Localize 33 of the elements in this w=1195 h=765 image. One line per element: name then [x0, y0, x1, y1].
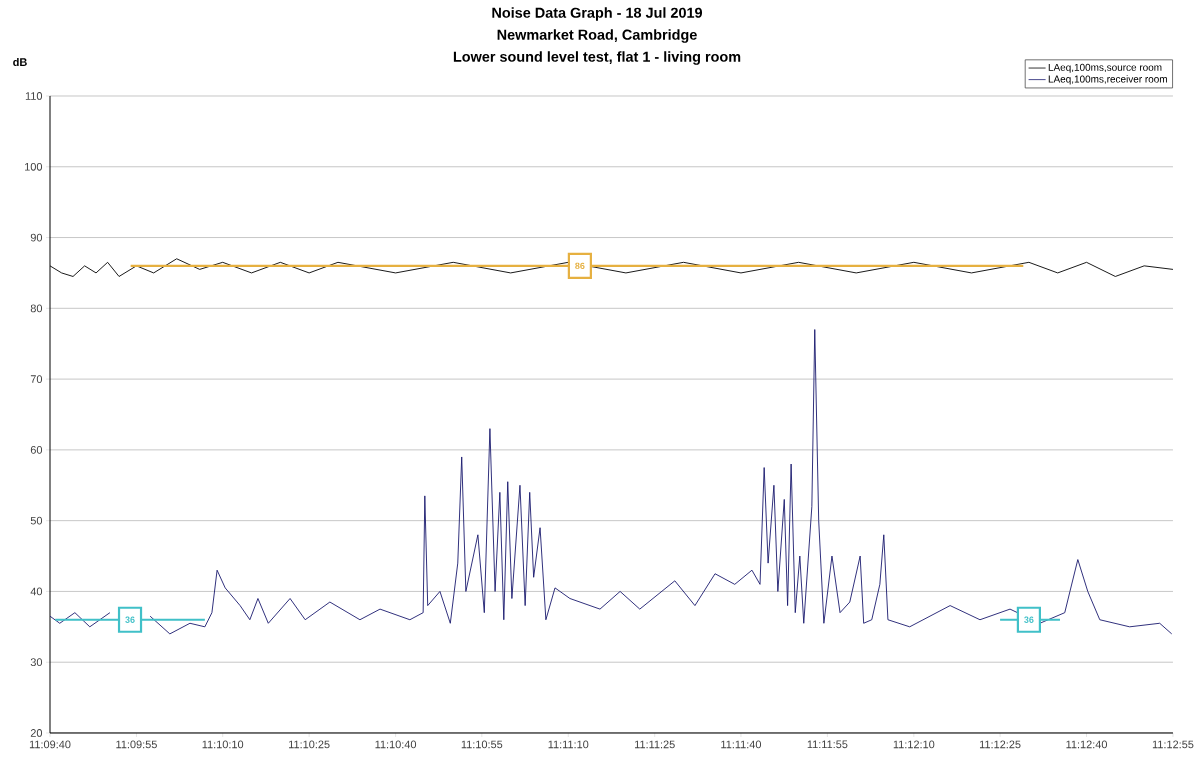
y-tick-label: 20	[30, 729, 43, 737]
y-tick-label: 40	[30, 587, 43, 596]
x-tick-label: 11:10:25	[289, 740, 330, 749]
y-tick-label: 90	[30, 233, 43, 242]
annotation: 86	[575, 262, 585, 270]
y-tick-label: 30	[30, 658, 43, 667]
annotation: 36	[1024, 616, 1034, 623]
x-tick-label: 11:11:55	[807, 740, 848, 749]
x-tick-label: 11:12:25	[979, 740, 1021, 749]
text: Lower sound level test, flat 1 - living room	[453, 51, 741, 65]
y-tick-label: 80	[30, 304, 43, 313]
y-tick-label: 100	[25, 162, 43, 171]
x-tick-label: 11:10:55	[461, 740, 503, 749]
annotation: 36	[125, 616, 135, 623]
x-tick-label: 11:10:10	[202, 740, 244, 749]
x-tick-label: 11:11:40	[721, 740, 762, 749]
y-tick-label: 60	[30, 446, 43, 454]
legend-label: LAeq,100ms,source room	[1048, 63, 1162, 73]
x-tick-label: 11:10:40	[375, 740, 417, 749]
x-tick-label: 11:12:10	[893, 740, 935, 749]
y-axis-title: dB	[13, 57, 27, 67]
x-tick-label: 11:11:25	[635, 740, 675, 749]
legend-label: LAeq,100ms,receiver room	[1048, 75, 1167, 85]
y-tick-label: 70	[30, 375, 43, 383]
y-tick-label: 50	[30, 516, 43, 525]
x-tick-label: 11:12:40	[1066, 740, 1108, 749]
chart-subtitle: Newmarket Road, Cambridge	[497, 29, 697, 43]
chart-title: Noise Data Graph - 18 Jul 2019	[492, 7, 703, 21]
x-tick-label: 11:12:55	[1152, 740, 1194, 749]
x-tick-label: 11:09:40	[29, 740, 71, 749]
x-tick-label: 11:09:55	[116, 740, 157, 749]
y-tick-label: 110	[25, 92, 43, 100]
x-tick-label: 11:11:10	[548, 740, 589, 749]
